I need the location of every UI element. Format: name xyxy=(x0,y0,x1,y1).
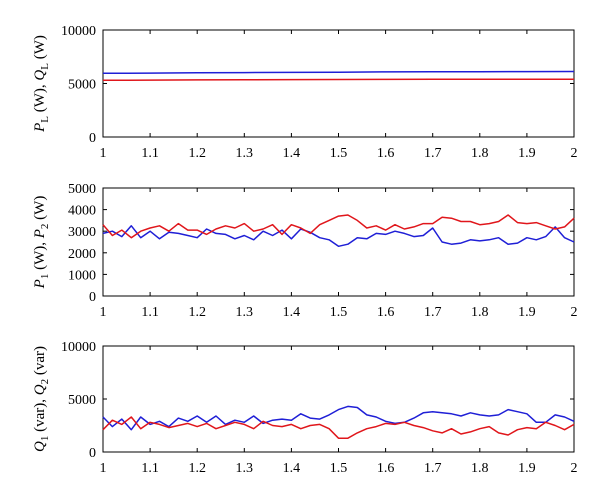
x-tick-label: 1.8 xyxy=(471,305,489,320)
y-tick-label: 0 xyxy=(89,131,96,146)
plot-frame xyxy=(102,187,575,297)
x-tick-label: 1.7 xyxy=(424,461,442,476)
x-tick-label: 1.8 xyxy=(471,146,489,161)
x-tick-label: 2 xyxy=(571,305,578,320)
x-tick-label: 1.3 xyxy=(236,461,254,476)
x-tick-label: 1.9 xyxy=(518,461,536,476)
x-tick-label: 1.3 xyxy=(236,305,254,320)
x-tick-label: 1.5 xyxy=(330,146,348,161)
y-axis-label-part: (W), xyxy=(32,81,48,116)
x-tick-label: 2 xyxy=(571,461,578,476)
x-tick-label: 1.4 xyxy=(283,305,301,320)
y-axis-label-part: Q xyxy=(32,70,48,81)
y-tick-label: 2000 xyxy=(68,247,96,262)
series-line-blue xyxy=(102,405,575,431)
y-tick-label: 0 xyxy=(89,290,96,305)
series-line-red xyxy=(102,78,574,82)
x-tick-label: 1.2 xyxy=(188,146,206,161)
y-axis-label-part: P xyxy=(32,123,48,133)
x-tick-label: 1 xyxy=(100,305,107,320)
y-tick-label: 3000 xyxy=(68,225,96,240)
x-tick-label: 1 xyxy=(100,146,107,161)
y-tick-label: 5000 xyxy=(68,78,96,93)
x-tick-label: 1.4 xyxy=(283,146,301,161)
plot-frame xyxy=(102,29,575,138)
x-tick-label: 1.2 xyxy=(188,305,206,320)
y-tick-label: 4000 xyxy=(68,204,96,219)
y-axis-label-part: P xyxy=(32,279,48,289)
x-tick-label: 1.1 xyxy=(141,146,159,161)
y-axis-label-part: P xyxy=(32,229,48,239)
y-axis-label-part: L xyxy=(39,116,51,123)
y-tick-label: 5000 xyxy=(68,182,96,197)
x-tick-label: 1.9 xyxy=(518,146,536,161)
x-tick-label: 1.5 xyxy=(330,461,348,476)
y-axis-label-part: Q xyxy=(32,384,48,395)
y-axis-label-part: 2 xyxy=(39,224,51,230)
y-axis-label-part: Q xyxy=(32,441,48,452)
y-axis-label-part: (var), xyxy=(32,395,48,435)
x-tick-label: 1.1 xyxy=(141,461,159,476)
y-tick-label: 10000 xyxy=(61,24,96,39)
subplot-1: 1 1.1 1.2 1.3 1.4 1.5 1.6 1.7 1.8 1.9 2 0 5000 10000 P… xyxy=(32,24,578,161)
x-tick-label: 1.8 xyxy=(471,461,489,476)
x-tick-label: 1.4 xyxy=(283,461,301,476)
y-axis-label: Q1 (var), Q2 (var) xyxy=(32,346,51,452)
x-tick-label: 1.7 xyxy=(424,305,442,320)
y-tick-label: 5000 xyxy=(68,393,96,408)
y-axis-label-part: 1 xyxy=(39,274,51,280)
x-tick-label: 1.5 xyxy=(330,305,348,320)
y-axis-label-part: (var) xyxy=(32,346,48,379)
y-axis-label-part: (W) xyxy=(32,35,48,63)
y-tick-label: 1000 xyxy=(68,268,96,283)
x-tick-label: 1 xyxy=(100,461,107,476)
y-tick-label: 0 xyxy=(89,446,96,461)
x-tick-label: 1.9 xyxy=(518,305,536,320)
x-tick-label: 1.1 xyxy=(141,305,159,320)
y-axis-label-part: (W), xyxy=(32,238,48,273)
y-axis-label: P1 (W), P2 (W) xyxy=(32,196,51,290)
x-tick-label: 1.6 xyxy=(377,461,395,476)
plot-frame xyxy=(102,345,575,453)
subplot-3: 1 1.1 1.2 1.3 1.4 1.5 1.6 1.7 1.8 1.9 2 0 5000 10000 Q… xyxy=(32,340,578,476)
x-tick-label: 1.7 xyxy=(424,146,442,161)
x-tick-label: 1.2 xyxy=(188,461,206,476)
y-tick-label: 10000 xyxy=(61,340,96,355)
x-tick-label: 1.6 xyxy=(377,305,395,320)
y-axis-label-part: L xyxy=(39,63,51,70)
series-line-red xyxy=(102,214,575,239)
y-axis-label-part: (W) xyxy=(32,196,48,224)
x-tick-label: 2 xyxy=(571,146,578,161)
y-axis-label-part: 2 xyxy=(39,379,51,385)
series-line-blue xyxy=(102,70,575,75)
subplot-2: 1 1.1 1.2 1.3 1.4 1.5 1.6 1.7 1.8 1.9 2 0 1000 2000 30… xyxy=(32,182,578,320)
series-line-blue xyxy=(102,225,575,248)
x-tick-label: 1.3 xyxy=(236,146,254,161)
y-axis-label: PL (W), QL (W) xyxy=(32,35,51,133)
x-tick-label: 1.6 xyxy=(377,146,395,161)
y-axis-label-part: 1 xyxy=(39,436,51,442)
series-line-red xyxy=(102,416,575,439)
